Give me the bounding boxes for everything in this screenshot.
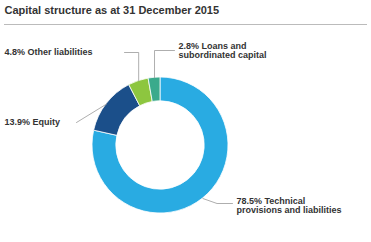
svg-text:Capital structure as at 31 Dec: Capital structure as at 31 December 2015 <box>5 4 220 16</box>
svg-text:2.8% Loans andsubordinated cap: 2.8% Loans andsubordinated capital <box>179 41 267 60</box>
svg-text:78.5% Technicalprovisions and: 78.5% Technicalprovisions and liabilitie… <box>237 196 342 215</box>
svg-text:4.8% Other liabilities: 4.8% Other liabilities <box>5 47 93 57</box>
svg-text:13.9% Equity: 13.9% Equity <box>5 117 61 127</box>
